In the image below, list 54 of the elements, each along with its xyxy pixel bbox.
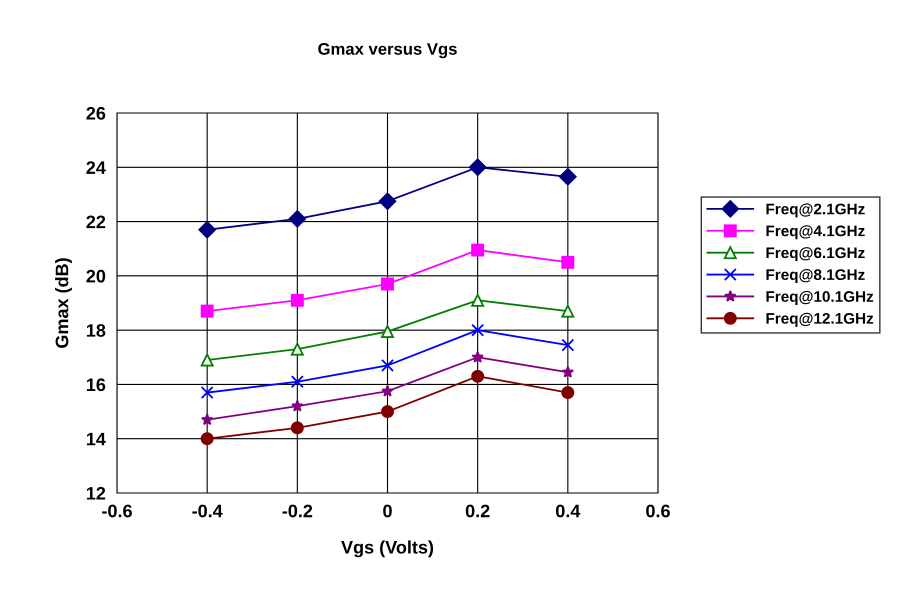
y-tick-label: 16 bbox=[86, 378, 106, 392]
point bbox=[471, 350, 484, 363]
point bbox=[290, 421, 304, 434]
point bbox=[381, 278, 394, 290]
y-tick-label: 26 bbox=[86, 106, 106, 120]
legend-label: Freq@8.1GHz bbox=[766, 269, 865, 284]
y-axis-title: Gmax (dB) bbox=[55, 258, 72, 348]
x-tick-label: 0.2 bbox=[466, 504, 490, 518]
point bbox=[290, 375, 304, 388]
point bbox=[471, 324, 484, 337]
point bbox=[200, 413, 214, 426]
legend-label: Freq@4.1GHz bbox=[766, 225, 865, 240]
point bbox=[200, 432, 214, 446]
point bbox=[290, 342, 304, 356]
point bbox=[471, 370, 484, 383]
y-tick-label: 12 bbox=[86, 486, 106, 500]
x-axis-title: Vgs (Volts) bbox=[341, 540, 434, 558]
point bbox=[198, 220, 216, 238]
point bbox=[471, 244, 484, 257]
x-tick-label: 0 bbox=[383, 504, 392, 518]
point bbox=[381, 405, 394, 418]
y-tick-label: 22 bbox=[86, 216, 106, 228]
legend-label: Freq@12.1GHz bbox=[766, 312, 874, 327]
x-tick-label: 0.4 bbox=[556, 504, 580, 518]
point bbox=[381, 325, 394, 338]
point bbox=[561, 304, 574, 318]
point bbox=[381, 384, 394, 397]
y-tick-label: 20 bbox=[86, 270, 106, 283]
point bbox=[381, 358, 394, 372]
legend-label: Freq@10.1GHz bbox=[766, 290, 874, 305]
point bbox=[471, 294, 484, 307]
point bbox=[200, 304, 214, 318]
point bbox=[290, 294, 304, 307]
x-tick-label: -0.6 bbox=[102, 504, 132, 518]
chart-title: Gmax versus Vgs bbox=[318, 43, 457, 58]
point bbox=[559, 168, 577, 186]
x-tick-label: 0.6 bbox=[646, 504, 670, 518]
point bbox=[468, 158, 486, 176]
y-tick-label: 14 bbox=[86, 432, 106, 446]
point bbox=[562, 366, 574, 378]
point bbox=[291, 400, 304, 412]
point bbox=[200, 354, 214, 366]
y-tick-label: 18 bbox=[86, 324, 106, 337]
point bbox=[378, 192, 396, 210]
x-tick-label: -0.4 bbox=[192, 504, 223, 518]
point bbox=[561, 386, 574, 400]
point bbox=[288, 210, 306, 228]
x-tick-label: -0.2 bbox=[282, 504, 312, 518]
point bbox=[200, 386, 214, 400]
point bbox=[561, 338, 574, 352]
legend-label: Freq@6.1GHz bbox=[766, 247, 865, 262]
legend-label: Freq@2.1GHz bbox=[766, 203, 865, 218]
point bbox=[561, 256, 574, 269]
y-tick-label: 24 bbox=[86, 161, 106, 174]
